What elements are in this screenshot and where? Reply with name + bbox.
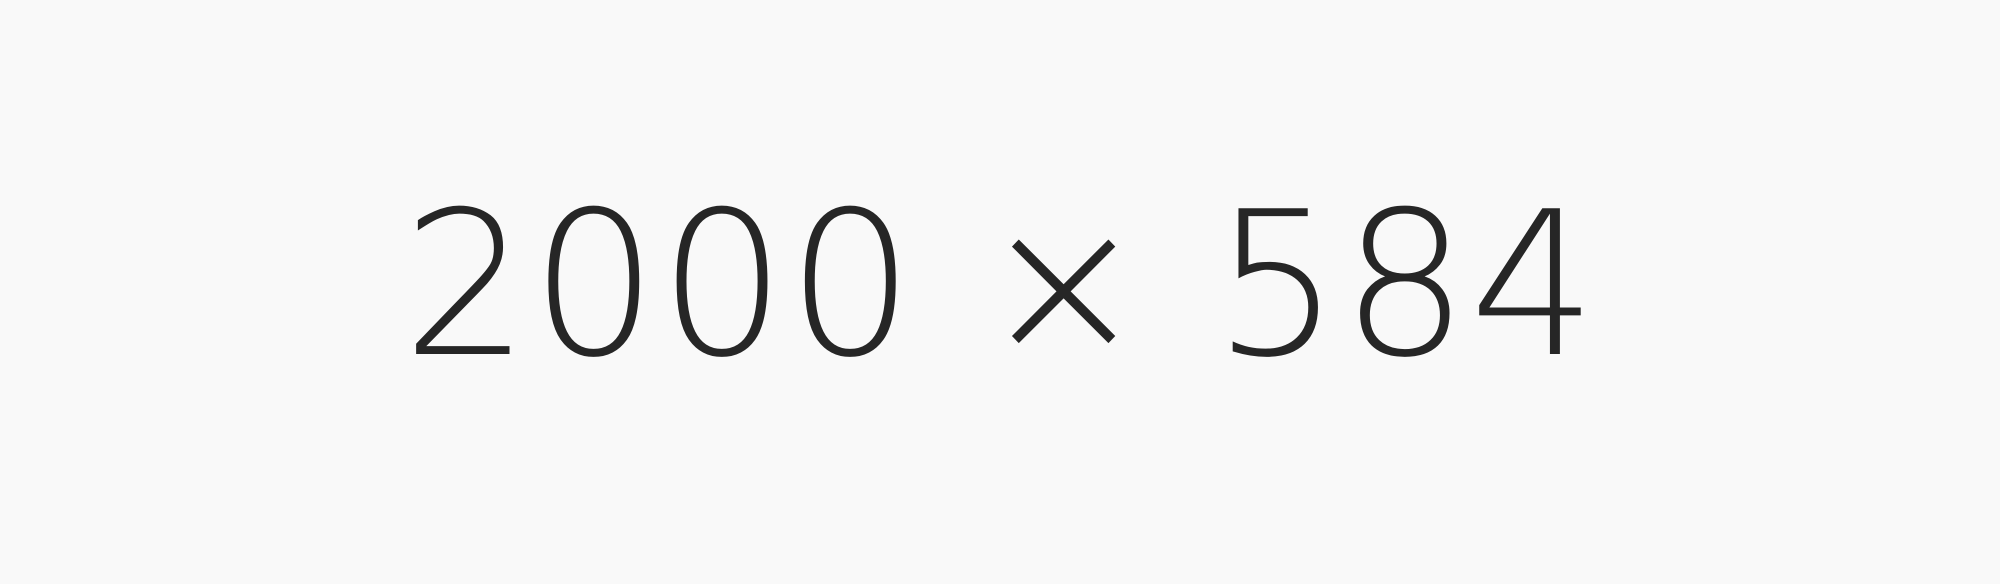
dimension-label: 2000 × 584 xyxy=(402,169,1598,402)
